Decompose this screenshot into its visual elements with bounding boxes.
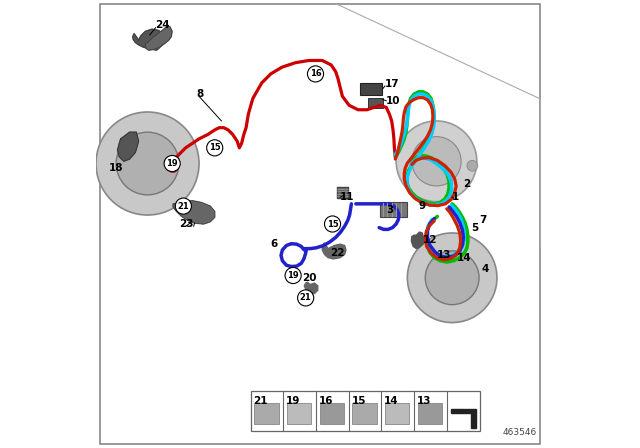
Text: 15: 15	[351, 396, 366, 406]
Circle shape	[396, 121, 477, 202]
Text: 2: 2	[463, 179, 470, 189]
Circle shape	[175, 198, 191, 214]
Text: 4: 4	[481, 264, 489, 274]
Text: 23: 23	[179, 219, 193, 229]
Text: 21: 21	[253, 396, 268, 406]
Text: 20: 20	[302, 273, 317, 283]
Polygon shape	[323, 243, 346, 259]
Text: 7: 7	[479, 215, 486, 224]
Circle shape	[96, 112, 199, 215]
Bar	[251, 391, 481, 431]
Circle shape	[412, 137, 461, 186]
Circle shape	[307, 66, 324, 82]
Circle shape	[116, 132, 179, 195]
Bar	[319, 403, 344, 424]
Text: 463546: 463546	[503, 428, 538, 437]
Text: 16: 16	[310, 69, 321, 78]
Bar	[385, 403, 410, 424]
Text: 15: 15	[209, 143, 221, 152]
Text: 10: 10	[387, 96, 401, 106]
Text: 15: 15	[326, 220, 339, 228]
Text: 11: 11	[340, 192, 355, 202]
Polygon shape	[132, 29, 164, 50]
Bar	[360, 83, 382, 95]
Circle shape	[298, 290, 314, 306]
Text: 16: 16	[319, 396, 333, 406]
Text: 21: 21	[300, 293, 312, 302]
Polygon shape	[145, 26, 172, 50]
Text: 19: 19	[286, 396, 300, 406]
Text: 6: 6	[271, 239, 278, 249]
Polygon shape	[451, 409, 476, 428]
Bar	[287, 403, 312, 424]
Circle shape	[467, 160, 477, 171]
Text: 5: 5	[472, 224, 479, 233]
Text: 8: 8	[197, 89, 204, 99]
Circle shape	[426, 251, 479, 305]
Circle shape	[324, 216, 340, 232]
Bar	[352, 403, 377, 424]
Text: 21: 21	[177, 202, 189, 211]
Text: 17: 17	[385, 79, 399, 89]
Polygon shape	[412, 232, 424, 249]
Text: 13: 13	[417, 396, 431, 406]
Circle shape	[164, 155, 180, 172]
Text: 1: 1	[452, 192, 460, 202]
Text: 24: 24	[156, 20, 170, 30]
Text: 13: 13	[436, 250, 451, 260]
Text: 19: 19	[287, 271, 299, 280]
Bar	[254, 403, 278, 424]
Polygon shape	[173, 201, 215, 224]
Bar	[369, 98, 383, 108]
Circle shape	[285, 267, 301, 284]
Circle shape	[408, 233, 497, 323]
Text: 12: 12	[423, 235, 438, 245]
Text: 22: 22	[330, 248, 345, 258]
Text: 14: 14	[457, 253, 471, 263]
Circle shape	[207, 140, 223, 156]
Bar	[418, 403, 442, 424]
Bar	[380, 202, 408, 217]
Text: 18: 18	[109, 163, 123, 173]
Polygon shape	[337, 187, 348, 198]
Text: 19: 19	[166, 159, 178, 168]
Polygon shape	[305, 282, 317, 295]
Polygon shape	[118, 132, 139, 161]
Text: 3: 3	[387, 205, 394, 215]
Text: 14: 14	[384, 396, 399, 406]
Text: 9: 9	[419, 201, 426, 211]
